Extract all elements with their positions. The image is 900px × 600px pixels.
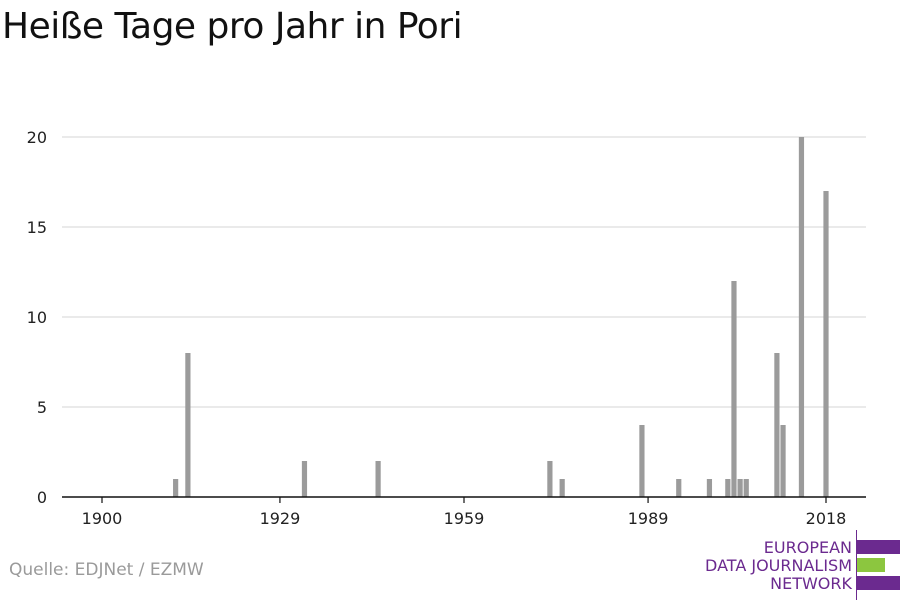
logo-bar-bottom [857,576,900,590]
x-tick-label: 1900 [82,509,123,528]
bar [780,425,786,497]
bar [559,479,565,497]
x-tick-label: 1929 [260,509,301,528]
bar [725,479,731,497]
bar [547,461,553,497]
x-tick-label: 1989 [628,509,669,528]
bar [639,425,645,497]
y-tick-label: 20 [27,128,47,147]
y-tick-label: 15 [27,218,47,237]
bar [185,353,191,497]
y-tick-label: 5 [37,398,47,417]
logo-bar-middle [857,558,885,572]
bar [737,479,743,497]
y-tick-label: 0 [37,488,47,507]
bar [173,479,179,497]
logo-bar-top [857,540,900,554]
gridlines [62,136,866,408]
x-tick-label: 1959 [444,509,485,528]
logo-divider [856,530,857,600]
bar [823,191,829,497]
bar [731,281,737,497]
source-note: Quelle: EDJNet / EZMW [9,560,204,580]
logo-text-line-1: EUROPEAN [763,538,852,557]
logo-text-line-2: DATA JOURNALISM [705,556,852,575]
bar [798,137,805,497]
bar [774,353,780,497]
edjnet-logo: EUROPEAN DATA JOURNALISM NETWORK [690,530,900,600]
bar [301,461,308,497]
chart-title: Heiße Tage pro Jahr in Pori [2,6,463,47]
bar [706,479,713,497]
bar [676,479,682,497]
y-tick-label: 10 [27,308,47,327]
bar [743,479,749,497]
x-tick-label: 2018 [806,509,847,528]
bars [173,137,829,497]
bar [375,461,381,497]
x-axis-ticks: 1900 1929 1959 1989 2018 [82,497,847,528]
logo-text-line-3: NETWORK [770,574,852,593]
y-axis-ticks: 0 5 10 15 20 [27,128,47,507]
